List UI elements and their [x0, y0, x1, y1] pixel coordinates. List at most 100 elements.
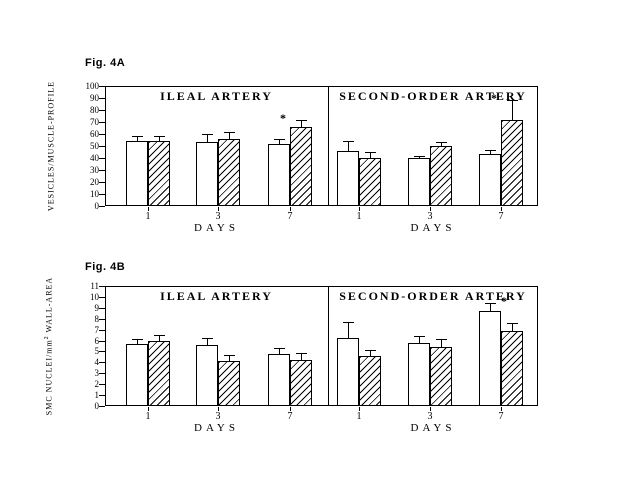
bar-hatched — [218, 138, 240, 206]
bar-hatched — [148, 340, 170, 406]
error-bar-stem — [229, 131, 230, 139]
error-bar-stem — [301, 352, 302, 361]
y-tick — [99, 158, 105, 159]
y-tick — [99, 98, 105, 99]
y-tick — [99, 406, 105, 407]
y-tick — [99, 351, 105, 353]
significance-marker: * — [280, 110, 286, 125]
significance-marker: * — [491, 91, 497, 106]
x-tick-label: 7 — [498, 211, 504, 222]
y-tick — [99, 206, 105, 207]
error-bar-cap — [365, 152, 376, 153]
error-bar-cap — [436, 339, 447, 341]
y-tick — [99, 110, 105, 111]
bar-open — [196, 344, 218, 406]
bar-hatched — [290, 360, 312, 406]
y-tick — [99, 296, 105, 298]
y-tick — [99, 362, 105, 364]
x-tick — [218, 207, 219, 211]
error-bar-stem — [512, 323, 513, 331]
y-tick-label: 30 — [90, 165, 99, 175]
y-tick-label: 8 — [94, 313, 100, 324]
y-tick-label: 11 — [90, 281, 99, 291]
y-tick — [99, 307, 105, 309]
bar-hatched — [290, 126, 312, 206]
error-bar-stem — [348, 322, 349, 339]
y-tick-label: 3 — [94, 368, 100, 379]
error-bar-cap — [436, 142, 447, 144]
x-tick — [359, 207, 360, 211]
x-tick — [359, 407, 360, 411]
x-tick-label: 3 — [215, 211, 221, 222]
bar-hatched — [501, 119, 523, 206]
panel-title: SECOND-ORDER ARTERY — [339, 89, 527, 103]
error-bar-cap — [507, 323, 518, 325]
y-tick-label: 0 — [94, 201, 100, 211]
y-tick — [99, 384, 105, 386]
error-bar-cap — [414, 155, 425, 157]
error-bar-cap — [154, 335, 165, 337]
error-bar-cap — [202, 134, 213, 135]
error-bar-stem — [301, 119, 302, 127]
y-tick — [99, 170, 105, 171]
error-bar-stem — [490, 149, 491, 155]
x-tick — [290, 207, 291, 211]
panel-title: SECOND-ORDER ARTERY — [339, 289, 527, 303]
y-tick-label: 0 — [94, 401, 100, 411]
panel-divider — [328, 86, 329, 206]
y-tick-label: 4 — [94, 357, 100, 368]
error-bar-cap — [365, 350, 376, 352]
error-bar-cap — [507, 100, 518, 102]
error-bar-stem — [348, 141, 349, 151]
panel-divider — [328, 286, 329, 406]
error-bar-cap — [224, 354, 235, 356]
error-bar-cap — [343, 322, 354, 323]
bar-open — [408, 342, 430, 406]
y-tick — [99, 329, 105, 331]
x-tick-label: 3 — [427, 211, 433, 222]
x-tick-label: 7 — [498, 411, 504, 422]
fig-4b-label: Fig. 4B — [85, 261, 126, 273]
error-bar-cap — [343, 141, 354, 143]
y-tick-label: 1 — [94, 390, 100, 401]
panel-title: ILEAL ARTERY — [160, 89, 273, 103]
error-bar-stem — [370, 350, 371, 356]
bar-hatched — [359, 158, 381, 206]
x-tick — [290, 407, 291, 411]
panel-title: ILEAL ARTERY — [160, 289, 273, 303]
x-tick-label: 1 — [356, 411, 362, 422]
y-tick — [99, 122, 105, 123]
error-bar-stem — [279, 348, 280, 354]
y-tick — [99, 134, 105, 135]
bar-open — [479, 154, 501, 206]
fig-4a-y-axis-label-prefix: VESICLES/MUSCLE-PROFILE — [46, 80, 56, 212]
y-tick-label: 90 — [90, 93, 99, 103]
error-bar-stem — [279, 138, 280, 144]
fig-4b-y-axis-label: SMC NUCLEI/mm2 WALL-AREA — [44, 271, 56, 421]
x-tick — [218, 407, 219, 411]
x-tick-label: 3 — [427, 411, 433, 422]
y-tick — [99, 373, 105, 375]
fig-4b-y-axis-label-suffix: WALL-AREA — [44, 276, 54, 336]
bar-open — [268, 143, 290, 206]
y-tick-label: 100 — [85, 81, 100, 91]
y-tick-label: 5 — [94, 346, 100, 357]
error-bar-stem — [441, 339, 442, 348]
y-tick — [99, 286, 105, 287]
x-tick — [501, 207, 502, 211]
y-tick-label: 2 — [94, 379, 100, 390]
bar-open — [126, 141, 148, 206]
bar-open — [479, 311, 501, 406]
error-bar-cap — [296, 352, 307, 354]
x-tick — [430, 207, 431, 211]
x-tick-label: 7 — [287, 411, 293, 422]
plot-border — [105, 286, 538, 406]
y-tick — [99, 146, 105, 147]
y-tick — [99, 340, 105, 342]
error-bar-stem — [137, 136, 138, 142]
error-bar-stem — [512, 100, 513, 120]
error-bar-cap — [224, 131, 235, 133]
x-axis-label: DAYS — [194, 422, 239, 434]
error-bar-cap — [132, 136, 143, 138]
